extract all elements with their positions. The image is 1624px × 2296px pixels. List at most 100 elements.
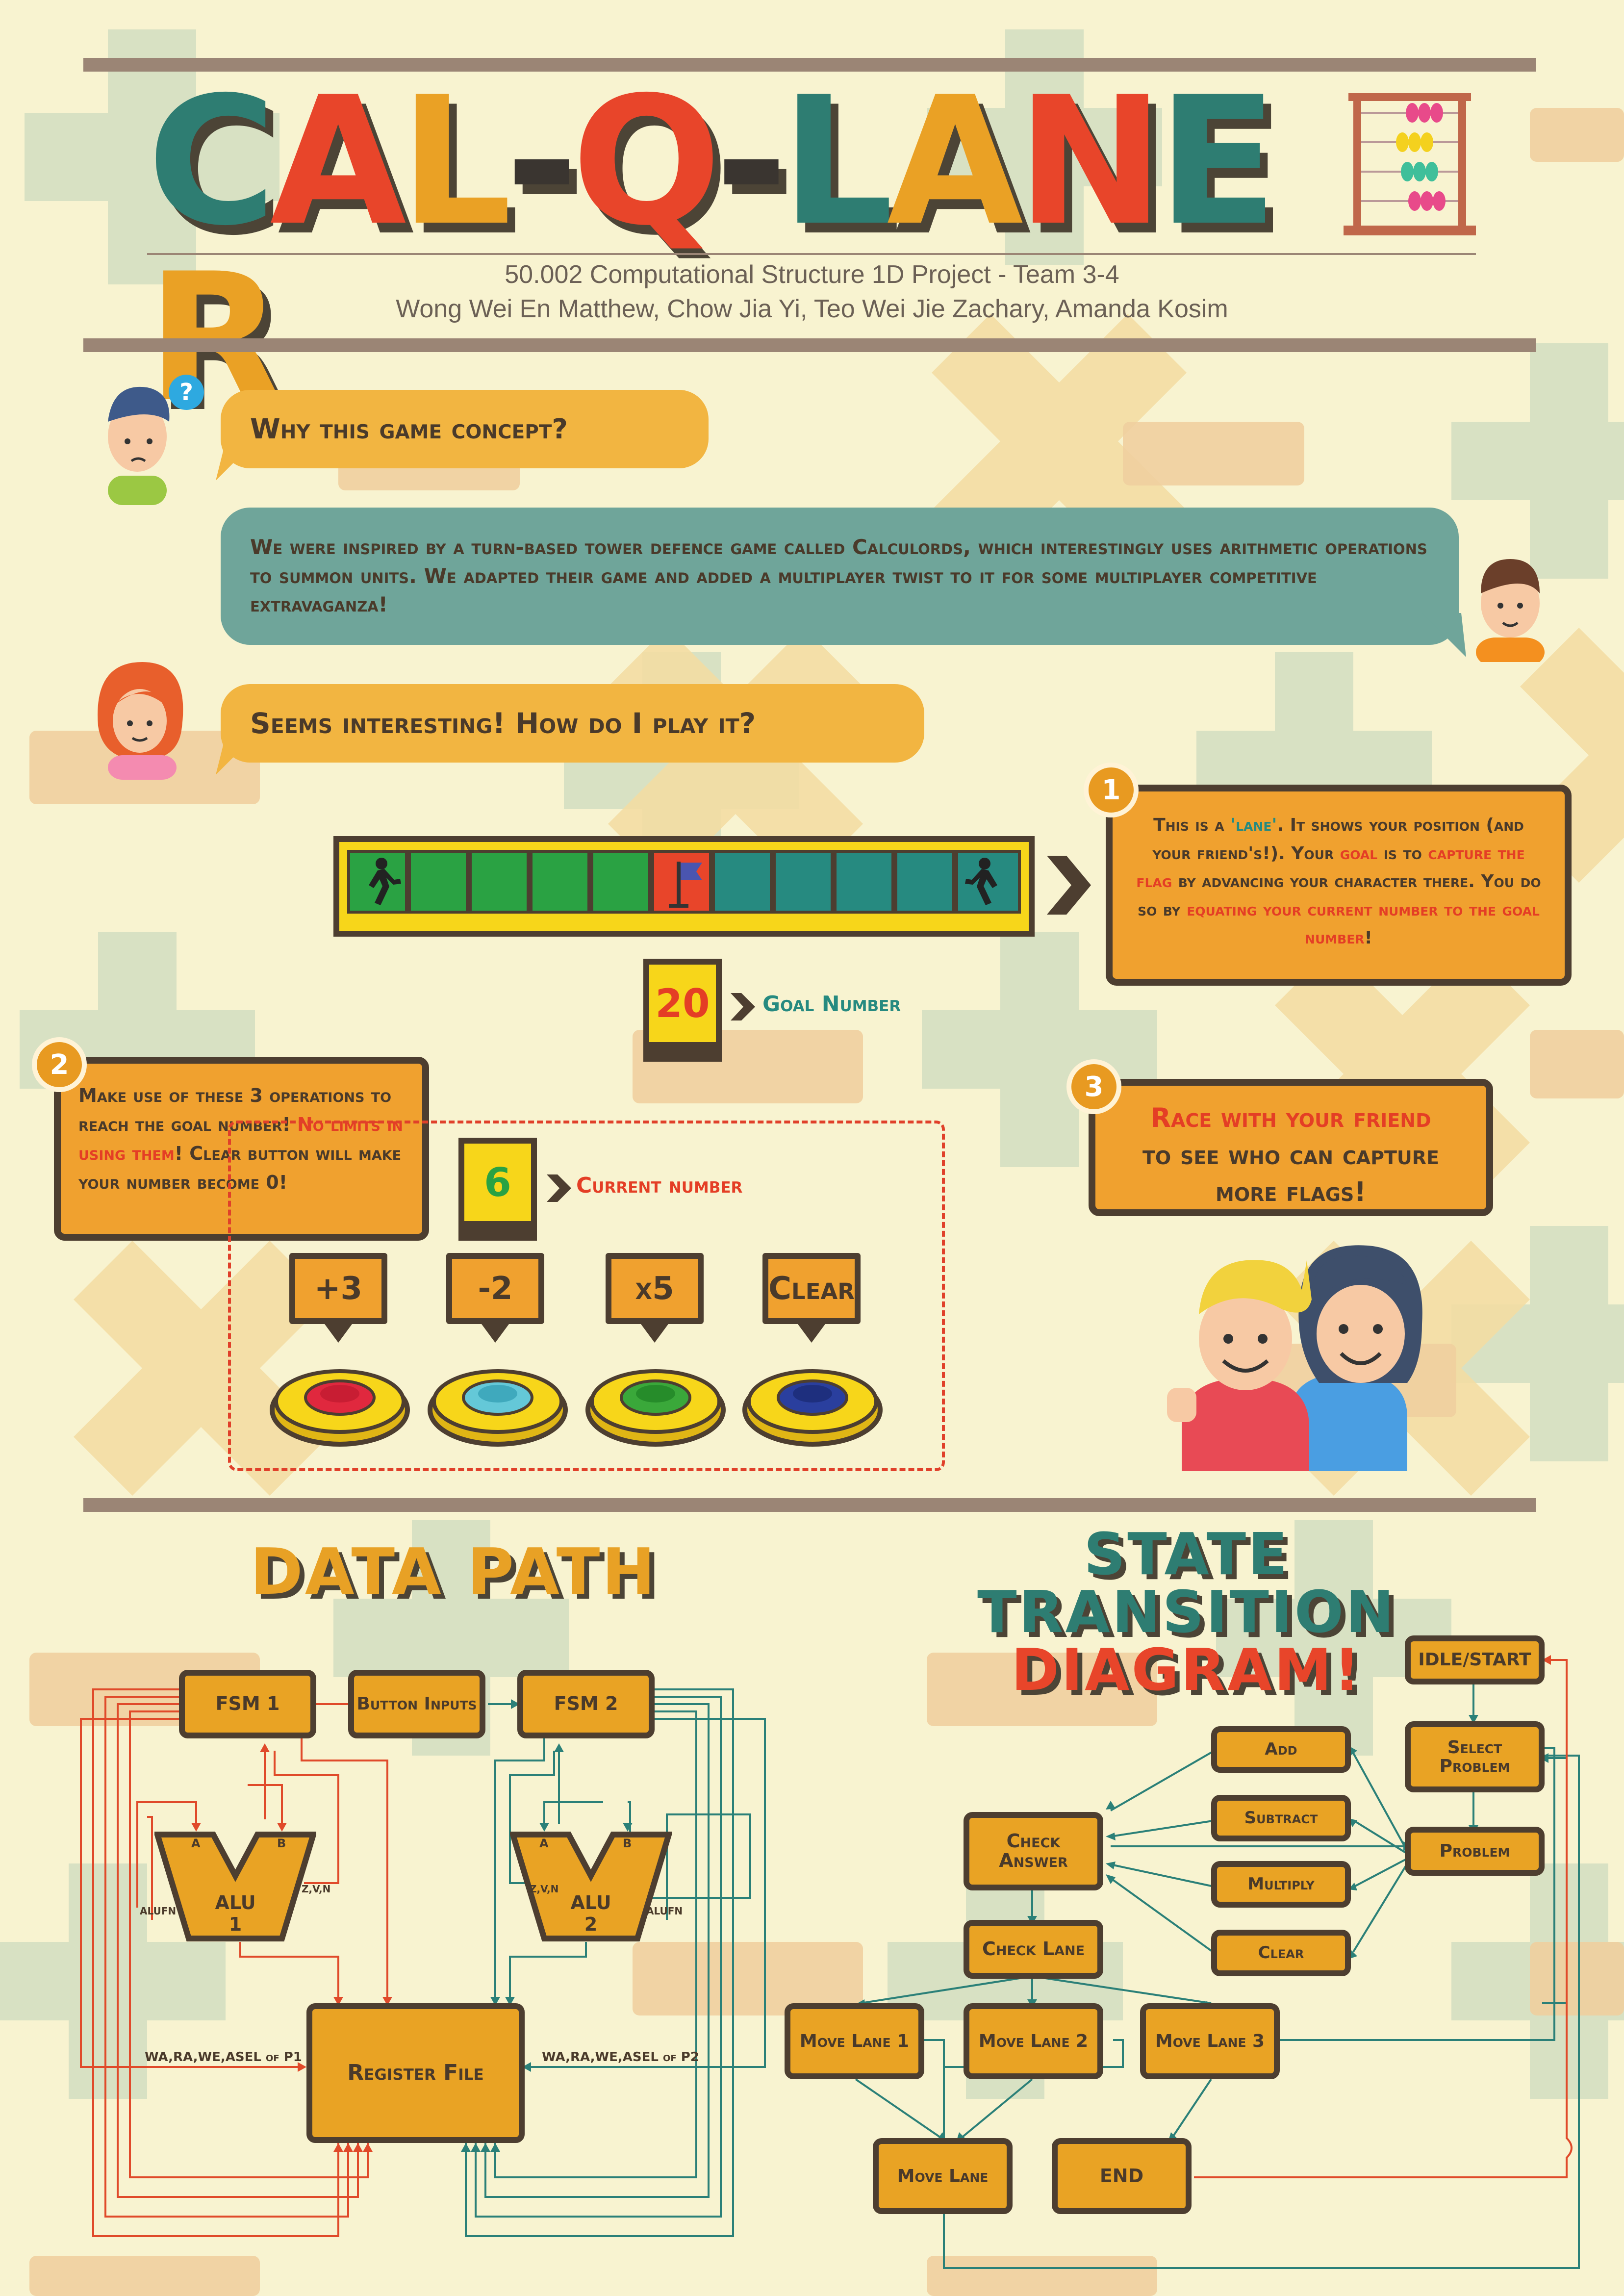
fsm1-label: FSM 1 [215,1693,280,1715]
title-letter: E [1157,59,1278,264]
add-label: Add [1265,1739,1297,1759]
alu2-shape [510,1832,672,1941]
title-letter: Q [571,59,722,264]
step1-text: This is a [1153,815,1231,835]
clear-tag: Clear [762,1253,861,1343]
end-label: END [1099,2165,1144,2187]
step1-lane: 'lane' [1230,815,1277,835]
std-title-line1: STATE TRANSITION [977,1520,1396,1646]
lane-cells [347,850,1021,914]
add-node: Add [1211,1726,1351,1773]
title-underline [147,253,1476,255]
step2-card: Make use of these 3 operations to reach … [54,1057,429,1241]
check-lane-node: Check Lane [964,1920,1103,1979]
step2-badge: 2 [32,1037,87,1092]
step2-text: ! Clear button will make your number bec… [78,1142,402,1193]
current-number-box: 6 [458,1138,537,1241]
bubble-tail [1422,613,1466,657]
goal-number-box: 20 [643,959,722,1062]
alu2-a-label: A [539,1837,549,1850]
move-lane1-node: Move Lane 1 [785,2003,924,2079]
step3-card: Race with your friend to see who can cap… [1089,1079,1493,1216]
lane-board [333,836,1035,937]
select-problem-node: Select Problem [1405,1721,1545,1792]
title-letter: A [887,59,1024,264]
alu2-alufn-label: ALUFN [646,1905,683,1917]
answer-bubble: We were inspired by a turn-based tower d… [221,508,1459,645]
subtitle-authors: Wong Wei En Matthew, Chow Jia Yi, Teo We… [396,295,1228,323]
times5-button[interactable] [584,1358,727,1447]
current-number-label: Current number [576,1173,743,1198]
confused-boy-avatar: ? [108,375,204,505]
chevron-right-icon [1047,856,1091,915]
step1-capture: capture the flag [1136,843,1525,892]
move-lane-node: Move Lane [873,2138,1013,2214]
times5-tag: x5 [606,1253,704,1343]
move-lane2-node: Move Lane 2 [964,2003,1103,2079]
answer-text: We were inspired by a turn-based tower d… [250,535,1427,617]
move-lane1-label: Move Lane 1 [799,2031,910,2051]
times5-label: x5 [635,1270,674,1307]
idle-start-node: IDLE/START [1405,1635,1545,1684]
bubble-tail [216,441,255,481]
step1-text: . It shows your position (and your frien… [1152,815,1524,864]
move-lane2-label: Move Lane 2 [978,2031,1089,2051]
step2-nolimit: No limits in using them [78,1113,403,1164]
flag-icon [669,862,702,908]
problem-label: Problem [1439,1841,1510,1862]
std-title: STATE TRANSITION DIAGRAM! [897,1525,1476,1699]
title-letter: N [1016,59,1164,264]
move-lane3-node: Move Lane 3 [1140,2003,1280,2079]
chevron-right-icon [731,993,755,1020]
step1-text: ! [1364,928,1372,948]
runner-icon [965,858,997,905]
datapath-title: DATA PATH [250,1540,657,1604]
alu1-alufn-label: ALUFN [140,1905,177,1917]
subtract-node: Subtract [1211,1795,1351,1841]
problem-node: Problem [1405,1827,1545,1876]
p1-signals-label: WA,RA,WE,ASEL of P1 [145,2050,302,2065]
step1-badge: 1 [1084,763,1139,817]
move-lane3-label: Move Lane 3 [1155,2031,1265,2051]
plus3-tag: +3 [289,1253,387,1343]
clear-node: Clear [1211,1930,1351,1976]
top-divider [83,58,1536,72]
fsm2-label: FSM 2 [554,1693,618,1715]
button-inputs-label: Button Inputs [356,1694,477,1714]
goal-number-label: Goal Number [762,992,901,1017]
select-problem-label: Select Problem [1439,1737,1510,1776]
fsm1-node: FSM 1 [179,1670,316,1738]
minus2-button[interactable] [427,1358,569,1447]
step3-text: to see who can capture more flags! [1142,1139,1439,1208]
register-file-label: Register File [347,2060,484,2086]
step1-text: is to [1377,843,1428,864]
multiply-node: Multiply [1211,1861,1351,1908]
alu2-label: ALU 2 [570,1892,611,1935]
register-file-node: Register File [306,2003,525,2143]
clear-label: Clear [768,1270,855,1307]
bubble-tail [216,736,255,775]
runner-icon [369,858,401,905]
std-title-line2: DIAGRAM! [1011,1636,1362,1704]
abacus-icon [1344,93,1476,235]
plus3-label: +3 [314,1270,363,1307]
question-why-text: Why this game concept? [250,413,568,445]
question-bubble-how: Seems interesting! How do I play it? [221,684,924,763]
goal-number-value: 20 [655,980,710,1026]
question-how-text: Seems interesting! How do I play it? [250,707,756,740]
clear-button[interactable] [741,1358,884,1447]
idle-start-label: IDLE/START [1418,1650,1531,1670]
step1-text: by advancing your character there. You d… [1138,871,1541,920]
header-divider [83,338,1536,352]
minus2-tag: -2 [446,1253,544,1343]
chevron-right-icon [547,1174,571,1202]
game-title: CAL-Q-LANER [147,59,1324,427]
middle-divider [83,1498,1536,1512]
plus3-button[interactable] [269,1358,411,1447]
svg-text:?: ? [179,379,193,406]
fsm2-node: FSM 2 [517,1670,655,1738]
alu1-zvn-label: Z,V,N [302,1883,331,1895]
title-letter: C [147,59,277,264]
friends-illustration [1167,1245,1422,1471]
